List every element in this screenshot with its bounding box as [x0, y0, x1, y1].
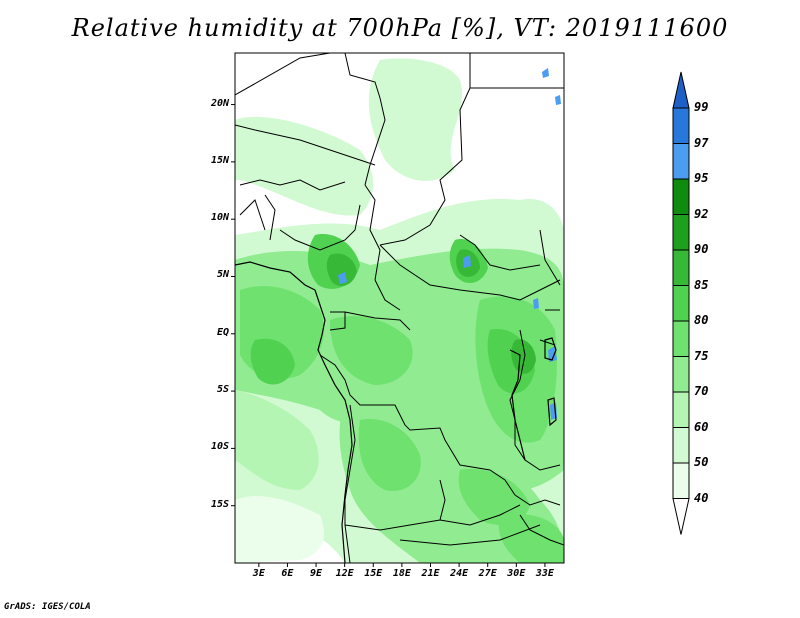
- border-segment: [329, 311, 346, 331]
- colorbar-level-label: 95: [694, 171, 709, 185]
- lat-tick-label: 10S: [210, 441, 229, 453]
- border-segment: [519, 514, 564, 546]
- colorbar-level-label: 40: [694, 490, 709, 505]
- colorbar: [672, 71, 690, 535]
- field-saturated-3: [548, 346, 557, 362]
- border-segment: [399, 524, 541, 546]
- colorbar-swatch: [672, 285, 690, 322]
- border-segment: [539, 229, 561, 286]
- coastline-central: [314, 289, 353, 563]
- border-segment: [379, 244, 561, 301]
- lon-tick-label: 6E: [281, 568, 294, 579]
- border-segment: [239, 179, 346, 191]
- humidity-field: [235, 53, 564, 563]
- lat-tick-label: 20N: [210, 97, 229, 109]
- colorbar-level-label: 85: [694, 277, 709, 292]
- border-segment: [239, 199, 266, 231]
- colorbar-swatch: [672, 427, 690, 464]
- colorbar-swatch: [672, 462, 690, 499]
- border-segment: [264, 194, 276, 241]
- colorbar-swatch: [672, 320, 690, 357]
- map-frame: [234, 52, 565, 564]
- colorbar-level-label: 70: [694, 384, 709, 398]
- lake-outline: [547, 397, 557, 427]
- field-saturated-2: [463, 255, 471, 268]
- lon-tick-label: 9E: [310, 568, 323, 579]
- border-segment: [235, 53, 331, 96]
- border-segment: [364, 184, 381, 281]
- colorbar-bottom-arrow: [672, 498, 690, 535]
- lon-tick-label: 3E: [252, 568, 265, 579]
- coastline: [235, 261, 557, 563]
- field-wet-6: [498, 513, 564, 563]
- lat-tick-label: 10N: [210, 212, 229, 224]
- colorbar-top-arrow: [672, 71, 690, 109]
- lon-tick-label: 12E: [335, 568, 354, 579]
- field-saturated-7: [555, 95, 561, 105]
- colorbar-swatch: [672, 356, 690, 393]
- colorbar-level-label: 92: [694, 206, 709, 221]
- colorbar-level-label: 50: [694, 455, 709, 469]
- lon-tick-label: 27E: [478, 568, 497, 579]
- border-segment: [319, 354, 506, 481]
- lat-tick-label: EQ: [216, 326, 229, 338]
- field-strong-7: [511, 339, 536, 374]
- border-segment: [344, 311, 411, 331]
- lon-tick-label: 18E: [392, 568, 411, 579]
- field-wet-2: [330, 316, 413, 385]
- lon-tick-label: 21E: [421, 568, 440, 579]
- field-mid-3: [235, 390, 319, 490]
- field-wet-5: [458, 469, 530, 525]
- grads-credit: GrADS: IGES/COLA: [4, 602, 91, 612]
- map-title: Relative humidity at 700hPa [%], VT: 201…: [71, 14, 729, 42]
- colorbar-level-label: 60: [694, 419, 709, 434]
- field-strong-5: [326, 253, 357, 287]
- lake-outline: [544, 337, 557, 361]
- border-segment: [459, 234, 541, 271]
- colorbar-swatch: [672, 214, 690, 251]
- field-light-north: [368, 58, 463, 181]
- lat-tick-label: 15N: [210, 154, 229, 166]
- border-segment: [439, 479, 446, 521]
- border-segment: [379, 53, 471, 246]
- colorbar-level-label: 99: [694, 100, 709, 114]
- axis-ticks: [231, 104, 546, 567]
- country-borders: [235, 53, 564, 563]
- colorbar-swatch: [672, 391, 690, 428]
- border-segment: [539, 339, 556, 346]
- border-segment: [279, 204, 361, 251]
- lon-tick-label: 30E: [507, 568, 526, 579]
- border-segment: [344, 404, 356, 563]
- lon-tick-label: 15E: [364, 568, 383, 579]
- field-light-west: [235, 116, 374, 216]
- border-segment: [504, 479, 561, 506]
- border-segment: [344, 53, 386, 186]
- border-segment: [235, 124, 376, 166]
- field-saturated-6: [542, 68, 549, 78]
- lat-tick-label: 15S: [210, 498, 229, 510]
- lake-outline: [509, 349, 526, 461]
- lat-tick-label: 5S: [216, 384, 229, 396]
- colorbar-level-label: 75: [694, 348, 709, 363]
- colorbar-swatch: [672, 143, 690, 180]
- field-saturated-1: [338, 272, 347, 284]
- coastline-west-africa: [235, 261, 316, 291]
- colorbar-swatch: [672, 107, 690, 144]
- colorbar-swatch: [672, 249, 690, 286]
- field-wet-4: [358, 419, 421, 491]
- field-strong-4: [250, 338, 295, 385]
- colorbar-level-label: 90: [694, 242, 709, 256]
- colorbar-level-label: 80: [694, 313, 709, 327]
- lat-tick-label: 5N: [216, 269, 229, 281]
- field-saturated-5: [533, 298, 539, 309]
- border-segment: [374, 279, 401, 311]
- colorbar-level-label: 97: [694, 135, 709, 150]
- lon-tick-label: 24E: [450, 568, 469, 579]
- lon-tick-label: 33E: [535, 568, 554, 579]
- field-light-southwest: [235, 495, 324, 563]
- colorbar-swatch: [672, 178, 690, 215]
